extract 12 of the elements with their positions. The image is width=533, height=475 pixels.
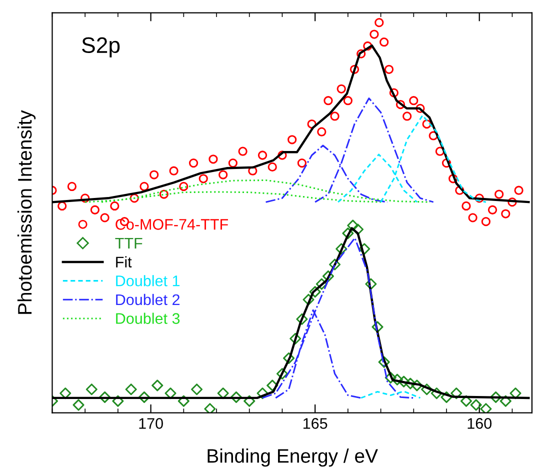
legend-label: Doublet 3 [116,312,180,324]
legend-label: TTF [115,238,142,249]
x-axis-title: Binding Energy / eV [208,448,378,467]
legend-label: Doublet 1 [116,275,180,286]
y-axis-title: Photoemission Intensity [17,110,36,314]
x-tick-label: 165 [304,418,328,429]
x-tick-label: 160 [468,418,492,429]
annotation: S2p [82,37,120,58]
legend-label: Doublet 2 [116,294,180,306]
x-tick-label: 170 [139,418,163,429]
legend-label: Co-MOF-74-TTF [116,219,228,230]
legend-label: Fit [116,256,132,268]
